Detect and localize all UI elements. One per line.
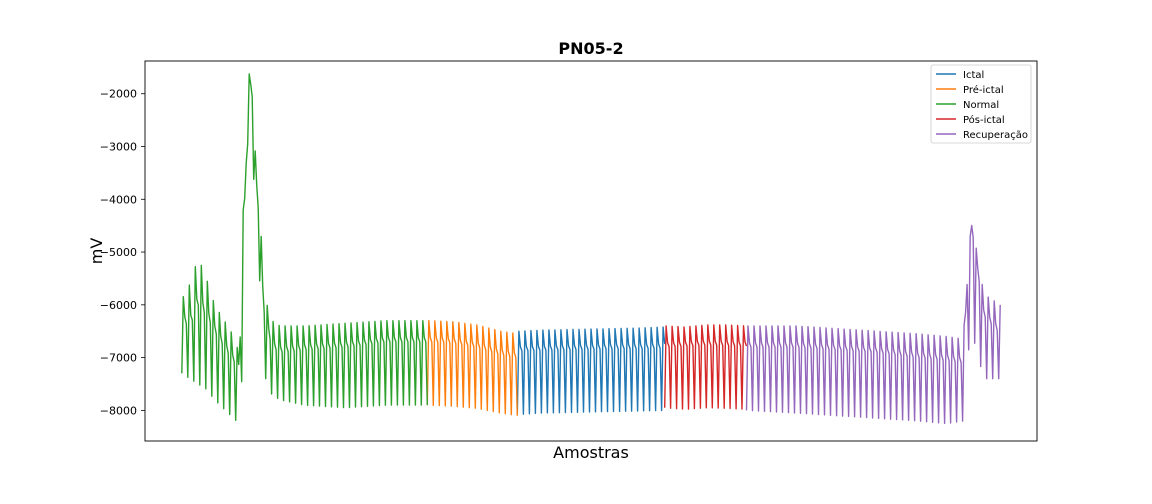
y-tick-label: −4000: [100, 193, 137, 206]
y-tick-label: −6000: [100, 299, 137, 312]
series-line-pr-ictal: [426, 320, 518, 416]
series-line-p-s-ictal: [664, 324, 748, 410]
series-line-recupera-o: [745, 224, 1001, 425]
legend-label: Pré-ictal: [963, 84, 1004, 96]
legend: Ictal Pré-ictal Normal Pós-ictal Recuperação: [930, 64, 1032, 144]
y-tick-label: −8000: [100, 404, 137, 417]
legend-label: Normal: [963, 100, 999, 111]
legend-box: [930, 64, 1032, 144]
y-tick-label: −2000: [100, 88, 137, 101]
series-line-ictal: [516, 326, 666, 415]
y-tick-label: −5000: [100, 246, 137, 259]
chart-title: PN05-2: [558, 39, 623, 58]
y-axis-label: mV: [87, 238, 106, 265]
legend-label: Recuperação: [963, 130, 1028, 141]
plot-frame: [144, 60, 1038, 442]
y-tick-label: −3000: [100, 141, 137, 154]
y-axis: −2000 −3000 −4000 −5000 −6000 −7000 −8000: [100, 88, 145, 417]
x-axis-label: Amostras: [553, 443, 629, 462]
y-tick-label: −7000: [100, 352, 137, 365]
legend-label: Ictal: [963, 70, 984, 81]
legend-label: Pós-ictal: [963, 114, 1005, 126]
plot-area: [181, 73, 1001, 425]
series-line-normal: [181, 73, 428, 421]
